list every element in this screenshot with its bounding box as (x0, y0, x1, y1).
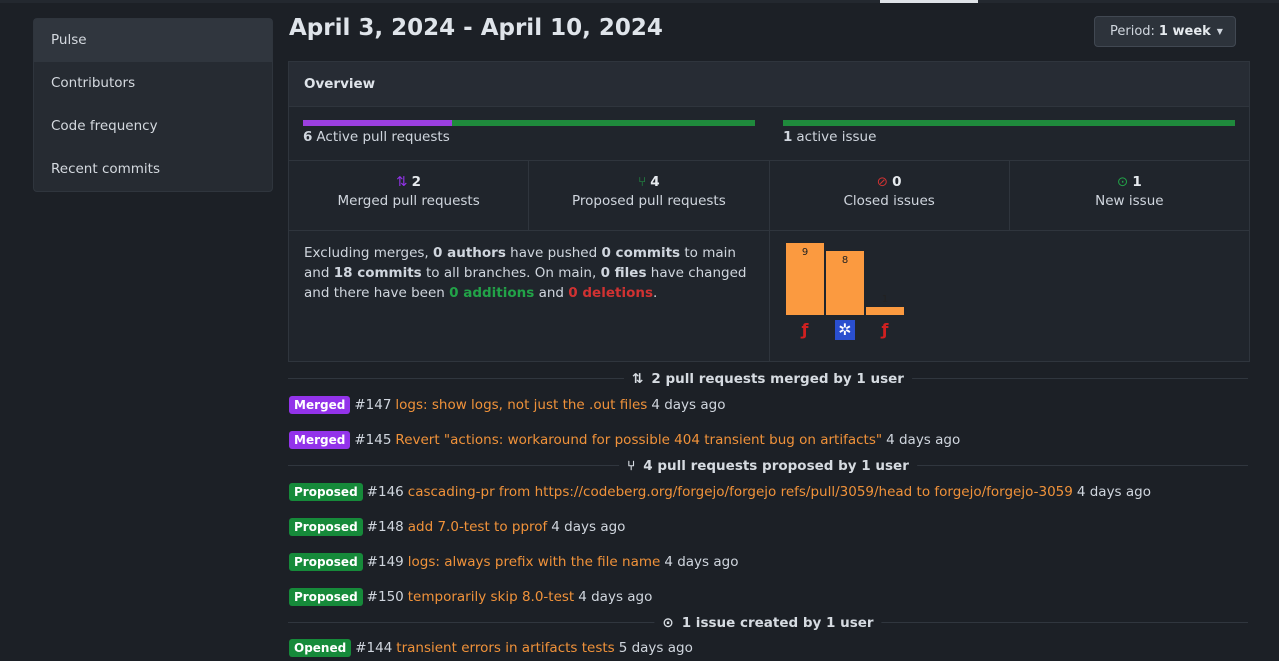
list-item: Proposed #148 add 7.0-test to pprof 4 days … (289, 516, 625, 538)
new-issue-count: 1 (1132, 174, 1142, 190)
sidebar-item-recent-commits[interactable]: Recent commits (51, 161, 161, 177)
sidebar-item-contributors[interactable]: Contributors (51, 75, 136, 91)
commit-bar[interactable] (866, 307, 904, 315)
sidebar-item-code-frequency[interactable]: Code frequency (51, 118, 158, 134)
status-badge: Merged (289, 431, 351, 449)
item-number: #147 (354, 397, 392, 413)
issue-opened-icon: ⊙ (662, 615, 674, 631)
item-title-link[interactable]: temporarily skip 8.0-test (407, 589, 575, 605)
overview-title: Overview (289, 62, 1249, 107)
commit-bar[interactable] (826, 251, 864, 315)
list-item: Merged #145 Revert "actions: workaround fo… (289, 429, 960, 451)
period-dropdown[interactable]: Period: 1 week ▼ (1094, 16, 1236, 47)
issue-closed-icon: ⊘ (876, 174, 889, 190)
active-prs-count: 6 (303, 129, 313, 145)
active-tab-indicator (880, 0, 978, 3)
active-issues-count: 1 (783, 129, 793, 145)
overview-panel: Overview 6 Active pull requests 1 active i… (288, 61, 1250, 362)
proposed-section-divider: ⑂ 4 pull requests proposed by 1 user (288, 456, 1248, 476)
status-badge: Proposed (289, 588, 363, 606)
item-number: #150 (366, 589, 404, 605)
item-title-link[interactable]: transient errors in artifacts tests (396, 640, 615, 656)
commit-chart: 9 ƒ 8 ✲ 1 ƒ (770, 231, 1249, 361)
proposed-label: Proposed pull requests (572, 193, 726, 209)
item-time: 4 days ago (886, 432, 961, 448)
issues-section-title: 1 issue created by 1 user (681, 615, 874, 631)
git-merge-icon: ⇅ (396, 174, 408, 190)
commit-bar[interactable] (786, 243, 824, 315)
list-item: Proposed #150 temporarily skip 8.0-test 4 d… (289, 586, 652, 608)
list-item: Proposed #146 cascading-pr from https://co… (289, 481, 1151, 503)
item-title-link[interactable]: logs: always prefix with the file name (407, 554, 661, 570)
active-prs-link[interactable]: Active pull requests (316, 129, 450, 145)
item-number: #146 (366, 484, 404, 500)
merged-section-divider: ⇅ 2 pull requests merged by 1 user (288, 369, 1248, 389)
sidebar: Pulse Contributors Code frequency Recent co… (33, 18, 273, 192)
page-title: April 3, 2024 - April 10, 2024 (289, 15, 663, 41)
stat-merged-prs[interactable]: ⇅ 2 Merged pull requests (289, 161, 530, 230)
stat-proposed-prs[interactable]: ⑂ 4 Proposed pull requests (529, 161, 770, 230)
item-time: 4 days ago (551, 519, 626, 535)
merged-fill (303, 120, 453, 126)
status-badge: Proposed (289, 553, 363, 571)
active-issues-link[interactable]: active issue (796, 129, 877, 145)
new-issue-label: New issue (1095, 193, 1164, 209)
status-badge: Proposed (289, 518, 363, 536)
git-branch-icon: ⑂ (638, 174, 647, 190)
period-value: 1 week (1158, 24, 1211, 39)
commit-bar-label: 1 (881, 294, 889, 305)
item-number: #148 (366, 519, 404, 535)
proposed-section-title: 4 pull requests proposed by 1 user (643, 458, 909, 474)
identicon-avatar[interactable]: ✲ (835, 320, 855, 340)
status-badge: Merged (289, 396, 351, 414)
pr-progress-bar (303, 120, 755, 126)
item-time: 4 days ago (651, 397, 726, 413)
closed-count: 0 (892, 174, 902, 190)
item-number: #144 (355, 640, 393, 656)
item-time: 4 days ago (578, 589, 653, 605)
period-label: Period: (1110, 24, 1155, 39)
stat-closed-issues[interactable]: ⊘ 0 Closed issues (770, 161, 1010, 230)
status-badge: Proposed (289, 483, 363, 501)
list-item: Opened #144 transient errors in artifacts … (289, 637, 693, 659)
merged-count: 2 (411, 174, 421, 190)
caret-down-icon: ▼ (1216, 27, 1223, 36)
git-branch-icon: ⑂ (627, 458, 636, 474)
list-item: Merged #147 logs: show logs, not just the … (289, 394, 725, 416)
top-nav-border (0, 0, 1279, 3)
commit-summary: Excluding merges, 0 authors have pushed … (289, 231, 770, 361)
forgejo-avatar[interactable]: ƒ (801, 320, 809, 339)
issues-section-divider: ⊙ 1 issue created by 1 user (288, 613, 1248, 633)
status-badge: Opened (289, 639, 352, 657)
merged-section-title: 2 pull requests merged by 1 user (651, 371, 904, 387)
commit-bar-label: 9 (801, 247, 809, 258)
active-prs: 6 Active pull requests (303, 129, 450, 145)
item-title-link[interactable]: Revert "actions: workaround for possible… (395, 432, 883, 448)
item-time: 4 days ago (1076, 484, 1151, 500)
item-title-link[interactable]: add 7.0-test to pprof (407, 519, 548, 535)
commit-bar-label: 8 (841, 255, 849, 266)
item-title-link[interactable]: logs: show logs, not just the .out files (395, 397, 648, 413)
closed-label: Closed issues (843, 193, 935, 209)
item-number: #149 (366, 554, 404, 570)
item-title-link[interactable]: cascading-pr from https://codeberg.org/f… (407, 484, 1073, 500)
item-time: 5 days ago (618, 640, 693, 656)
item-number: #145 (354, 432, 392, 448)
proposed-count: 4 (650, 174, 660, 190)
merged-label: Merged pull requests (337, 193, 480, 209)
list-item: Proposed #149 logs: always prefix with the… (289, 551, 738, 573)
stat-new-issues[interactable]: ⊙ 1 New issue (1010, 161, 1249, 230)
active-issues: 1 active issue (783, 129, 876, 145)
item-time: 4 days ago (664, 554, 739, 570)
sidebar-item-pulse[interactable]: Pulse (34, 19, 272, 62)
issue-opened-icon: ⊙ (1117, 174, 1129, 190)
forgejo-avatar[interactable]: ƒ (881, 320, 889, 339)
issue-progress-bar (783, 120, 1235, 126)
git-merge-icon: ⇅ (632, 371, 644, 387)
